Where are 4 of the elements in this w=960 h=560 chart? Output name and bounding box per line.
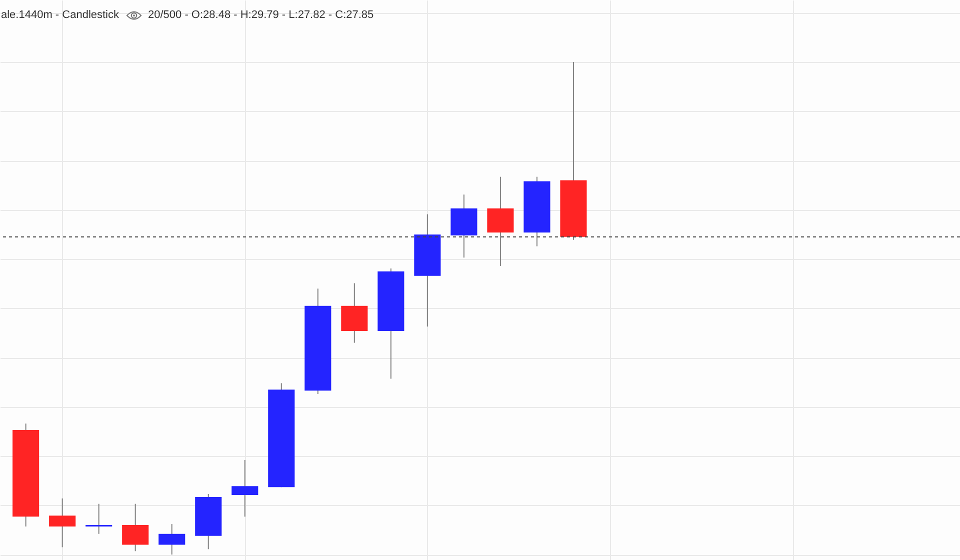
- candlestick: [232, 460, 258, 518]
- text: 20/500 - O:28.48 - H:29.79 - L:27.82 - C:27.85: [148, 9, 374, 21]
- chart-title: ale.1440m - Candlestick: [1, 9, 120, 21]
- candlestick: [86, 503, 112, 534]
